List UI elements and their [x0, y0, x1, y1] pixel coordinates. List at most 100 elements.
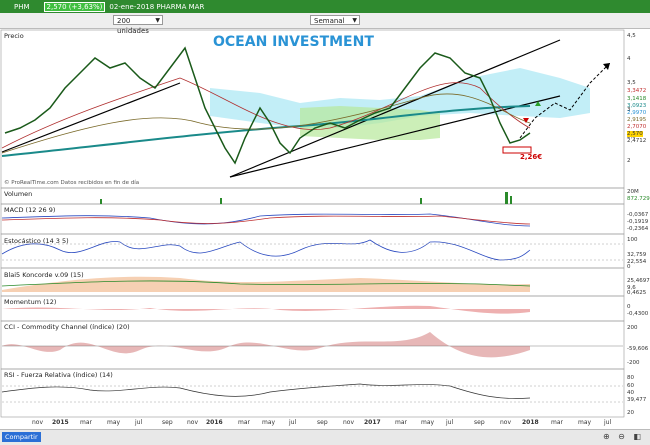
- cci-tick: -200: [627, 360, 640, 366]
- price-panel-label: Precio: [4, 32, 24, 40]
- ma-short: [1, 77, 531, 149]
- price-badge: 2,7070: [627, 124, 647, 130]
- chevron-down-icon: ▼: [155, 17, 160, 24]
- period-select-value: 200 unidades: [117, 17, 149, 35]
- rsi-tick: 80: [627, 375, 634, 381]
- stoch-tick: 0: [627, 264, 631, 270]
- price-badge: 2,4712: [627, 138, 647, 144]
- stochastic-panel: [0, 233, 625, 269]
- timeframe-select-value: Semanal: [314, 17, 345, 25]
- macd-value: -0,1919: [627, 219, 649, 225]
- period-select[interactable]: 200 unidades ▼: [113, 15, 163, 35]
- stoch-value: 22,554: [627, 259, 647, 265]
- price-tick: 2: [627, 158, 631, 164]
- price-badge: 2,9970: [627, 110, 647, 116]
- momentum-panel-label: Momentum (12): [4, 298, 57, 306]
- stoch-value: 32,759: [627, 252, 647, 258]
- x-tick: jul: [604, 419, 612, 426]
- cci-tick: 200: [627, 325, 638, 331]
- trendline-upper: [229, 39, 561, 178]
- price-badge: 3,1418: [627, 96, 647, 102]
- trendline-lower: [229, 95, 561, 178]
- x-tick: may: [578, 419, 592, 426]
- price-change: 2,570 (+3,63%): [43, 1, 106, 12]
- macd-line: [1, 213, 531, 227]
- stochastic-k: [1, 239, 531, 261]
- up-arrow-icon: [535, 101, 541, 106]
- volume-panel: [0, 187, 625, 205]
- rsi-tick: 20: [627, 410, 634, 416]
- x-tick: sep: [474, 419, 485, 426]
- volume-tick: 20M: [627, 189, 639, 195]
- date-name: 02-ene-2018 PHARMA MAR: [109, 2, 205, 11]
- momentum-area: [2, 305, 530, 314]
- price-badge: 3,3472: [627, 88, 647, 94]
- arrow-head-icon: [603, 63, 610, 70]
- macd-value: -0,0367: [627, 212, 649, 218]
- volume-value: 872.729: [627, 196, 650, 202]
- zoom-controls-icon[interactable]: ⊕ ⊖ ◧: [602, 432, 644, 441]
- watermark: OCEAN INVESTMENT: [213, 34, 374, 50]
- symbol: PHM: [14, 2, 30, 11]
- share-button[interactable]: Compartir: [2, 432, 41, 442]
- ma-mid: [1, 93, 531, 154]
- momentum-tick: 0: [627, 304, 631, 310]
- x-tick: jul: [446, 419, 454, 426]
- current-price-badge: 2,570: [627, 131, 643, 137]
- rsi-value: 39,477: [627, 397, 647, 403]
- x-tick: jul: [135, 419, 143, 426]
- cci-area: [2, 332, 530, 358]
- stoch-tick: 100: [627, 237, 638, 243]
- blai5-value: 25,4697: [627, 278, 650, 284]
- price-badge: 2,9195: [627, 117, 647, 123]
- macd-signal: [1, 215, 531, 225]
- trendline-upper-left: [1, 82, 181, 153]
- rsi-tick: 40: [627, 390, 634, 396]
- cloud-green: [300, 106, 440, 140]
- x-tick: mar: [395, 419, 407, 426]
- rsi-panel: [0, 368, 625, 418]
- volume-panel-label: Volumen: [4, 190, 33, 198]
- rsi-panel-label: RSI - Fuerza Relativa (índice) (14): [4, 371, 113, 379]
- x-tick: may: [107, 419, 121, 426]
- price-tick: 4: [627, 56, 631, 62]
- x-tick: 2016: [206, 419, 223, 426]
- blai5-panel-label: Blai5 Koncorde v.09 (15): [4, 271, 84, 279]
- x-tick: nov: [343, 419, 355, 426]
- x-tick: mar: [80, 419, 92, 426]
- momentum-value: -0,4300: [627, 311, 649, 317]
- macd-panel: [0, 203, 625, 235]
- support-annotation: 2,26€: [520, 153, 543, 161]
- x-tick: 2018: [522, 419, 539, 426]
- momentum-panel: [0, 295, 625, 322]
- volume-bars: [100, 192, 512, 204]
- blai5-value: 0,4625: [627, 290, 647, 296]
- x-tick: may: [262, 419, 276, 426]
- rsi-tick: 60: [627, 383, 634, 389]
- x-tick: may: [421, 419, 435, 426]
- x-tick: 2017: [364, 419, 381, 426]
- price-candles: [4, 46, 531, 165]
- source-note: © ProRealTime.com Datos recibidos en fin…: [4, 180, 140, 186]
- price-tick: 2,5: [627, 134, 636, 140]
- price-tick: 4,5: [627, 33, 636, 39]
- chart-area[interactable]: [0, 28, 650, 429]
- x-tick: sep: [162, 419, 173, 426]
- status-bar: Compartir ⊕ ⊖ ◧: [0, 429, 650, 445]
- timeframe-select[interactable]: Semanal ▼: [310, 15, 360, 25]
- cci-panel-label: CCI - Commodity Channel (índice) (20): [4, 323, 130, 331]
- blai5-line: [1, 280, 531, 287]
- x-tick: nov: [500, 419, 512, 426]
- x-tick: nov: [187, 419, 199, 426]
- support-marker: [502, 146, 532, 154]
- chevron-down-icon: ▼: [352, 17, 357, 24]
- toolbar: 200 unidades ▼ Semanal ▼: [0, 13, 650, 35]
- x-tick: jul: [289, 419, 297, 426]
- down-arrow-icon: [523, 118, 529, 123]
- macd-value: -0,2364: [627, 226, 649, 232]
- x-tick: mar: [551, 419, 563, 426]
- projection-dashed: [519, 62, 611, 139]
- x-tick: sep: [317, 419, 328, 426]
- macd-panel-label: MACD (12 26 9): [4, 206, 56, 214]
- price-badge: 3,0923: [627, 103, 647, 109]
